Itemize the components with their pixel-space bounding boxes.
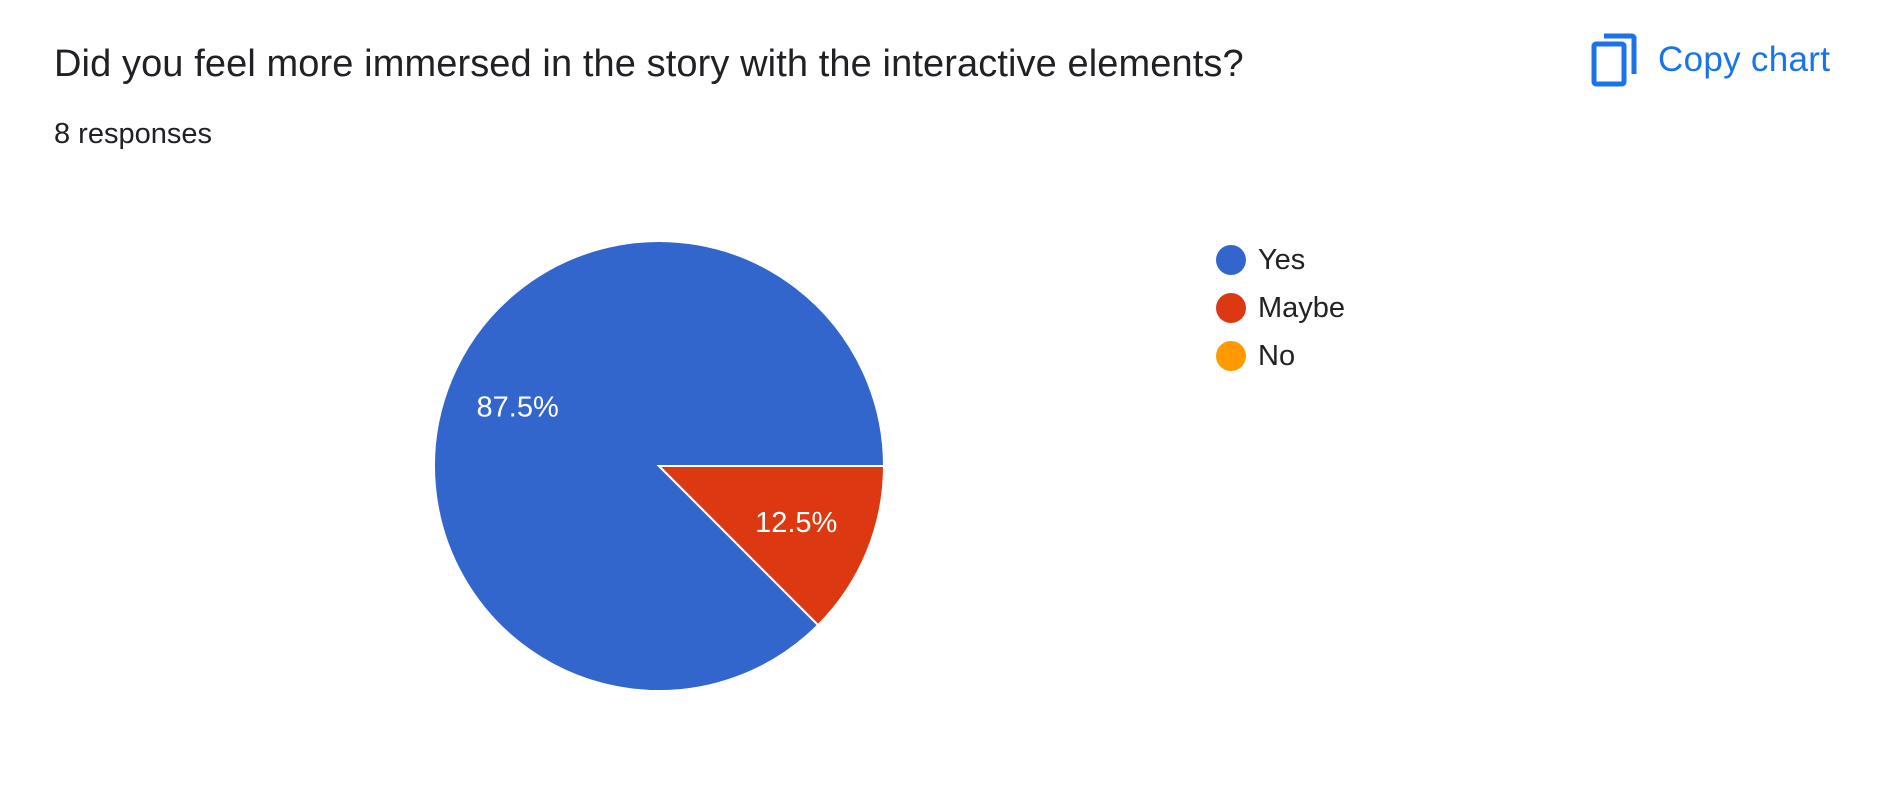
legend-item-no[interactable]: No	[1216, 332, 1345, 380]
copy-chart-label: Copy chart	[1658, 40, 1831, 79]
pie-chart: 87.5% 12.5% Yes Maybe No	[0, 160, 1884, 807]
legend-swatch-yes	[1216, 245, 1246, 275]
pie-slice-yes[interactable]	[433, 240, 886, 692]
pie-chart-svg: 87.5% 12.5%	[433, 240, 886, 692]
pie-slice-maybe[interactable]	[656, 465, 886, 627]
legend-label-maybe: Maybe	[1258, 291, 1346, 324]
chart-legend: Yes Maybe No	[1216, 236, 1345, 380]
legend-label-no: No	[1258, 339, 1296, 372]
slice-label-yes: 87.5%	[477, 391, 559, 423]
copy-icon	[1591, 33, 1637, 87]
legend-label-yes: Yes	[1258, 243, 1306, 276]
response-count: 8 responses	[54, 118, 212, 150]
copy-chart-button[interactable]: Copy chart	[1578, 28, 1842, 92]
legend-item-yes[interactable]: Yes	[1216, 236, 1345, 284]
legend-item-maybe[interactable]: Maybe	[1216, 284, 1345, 332]
legend-swatch-maybe	[1216, 293, 1246, 323]
question-title: Did you feel more immersed in the story …	[54, 43, 1244, 85]
legend-swatch-no	[1216, 341, 1246, 371]
slice-label-maybe: 12.5%	[755, 507, 837, 539]
